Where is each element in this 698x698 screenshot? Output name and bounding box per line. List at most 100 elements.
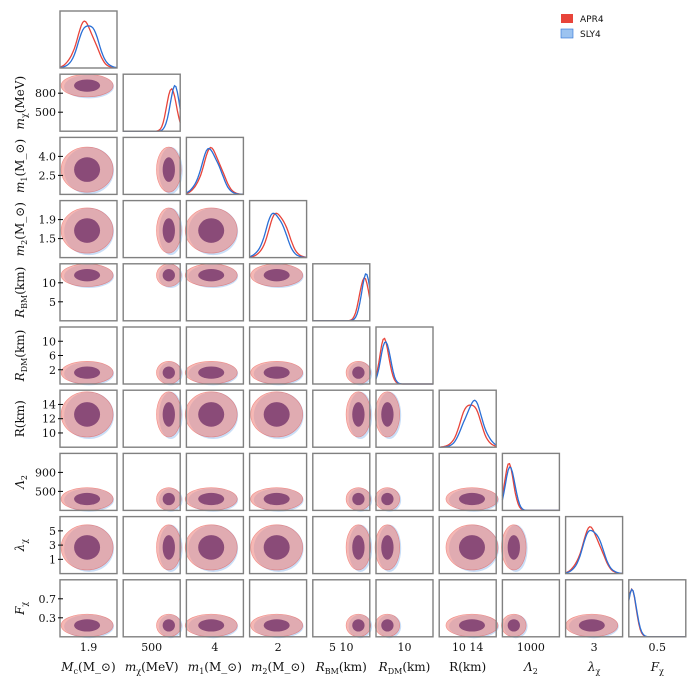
cell-frame <box>438 579 497 638</box>
cell-RBM-m2 <box>248 263 308 322</box>
x-tick-label: 4 <box>211 641 218 654</box>
cell-Lambda2-m1 <box>184 452 245 512</box>
marginal-curve-apr4 <box>186 146 244 195</box>
bottom-axis-labels: 1.9 Mc(M_⊙) 500 mχ(MeV) 4 m1(M_⊙) 2 m2(M_⊙) 5 10… <box>60 641 666 676</box>
cell-frame <box>248 263 308 322</box>
marginal-curve-apr4 <box>375 337 433 385</box>
cell-R-mchi <box>122 389 183 448</box>
cell-R-RBM <box>312 389 373 448</box>
legend-label-apr4: APR4 <box>580 15 604 25</box>
contour-inner-overlap <box>381 619 394 632</box>
contour-inner-overlap <box>74 218 101 243</box>
cell-frame <box>564 579 624 638</box>
contour-inner-overlap <box>352 535 365 560</box>
cell-frame <box>501 579 561 638</box>
contour-inner-overlap <box>578 619 605 632</box>
y-tick-label: 5 <box>49 296 56 309</box>
x-axis-label-R: R(km) <box>449 660 486 674</box>
cell-m2-m2 <box>248 199 308 259</box>
cell-Fchi-R <box>438 579 499 639</box>
cell-Fchi-Lambda2 <box>501 579 561 639</box>
cell-Lambda2-R <box>438 452 499 512</box>
contour-inner-overlap <box>458 535 485 560</box>
y-tick-label: 10 <box>42 277 56 290</box>
cell-frame <box>122 136 181 196</box>
contour-inner-overlap <box>507 619 520 632</box>
cell-m1-Mc <box>59 136 118 196</box>
cell-frame <box>248 199 308 259</box>
cell-Fchi-RDM <box>374 579 434 639</box>
marginal-curve-sly4 <box>186 147 244 195</box>
cell-frame <box>185 263 245 322</box>
y-tick-label: 1.9 <box>39 214 57 227</box>
y-axis-label-Fchi: Fχ <box>13 602 29 616</box>
x-tick-label: 5 10 <box>329 641 354 654</box>
cell-lambdachi-Mc <box>59 515 118 575</box>
contour-inner-overlap <box>198 269 225 282</box>
cell-lambdachi-mchi <box>122 515 183 575</box>
contour-inner-overlap <box>74 366 101 379</box>
y-tick-label: 0.7 <box>39 593 57 606</box>
marginal-curve-apr4 <box>439 404 497 448</box>
cell-RBM-Mc <box>59 263 118 322</box>
cell-frame <box>59 136 118 196</box>
left-axis-labels: 800 500 mχ(MeV) 4.0 2.5 m1(M_⊙) 1.9 1.5 m2(M_⊙) 1… <box>13 76 63 625</box>
cell-Fchi-lambdachi <box>564 579 624 639</box>
cell-RBM-RBM <box>312 263 371 322</box>
contour-inner-overlap <box>263 492 290 506</box>
cell-RDM-Mc <box>59 326 118 386</box>
contour-inner-overlap <box>381 402 394 427</box>
x-axis-label-Lambda2: Λ2 <box>523 660 538 676</box>
cell-RBM-mchi <box>122 263 183 322</box>
contour-inner-overlap <box>352 366 365 379</box>
contour-inner-overlap <box>263 535 290 560</box>
x-tick-label: 10 14 <box>452 641 484 654</box>
cell-frame <box>375 452 434 512</box>
cell-frame <box>375 326 434 385</box>
x-axis-label-RBM: RBM(km) <box>315 660 367 676</box>
cell-frame <box>59 73 118 132</box>
cell-m1-m1 <box>185 136 245 196</box>
marginal-curve-sly4 <box>501 466 560 512</box>
cell-frame <box>438 452 497 512</box>
cell-frame <box>122 73 181 132</box>
legend-swatch-sly4 <box>560 28 574 39</box>
y-tick-label: 2.5 <box>39 169 57 182</box>
x-tick-label: 10 <box>398 641 412 654</box>
contour-inner-overlap <box>162 535 175 560</box>
cell-frame <box>59 10 118 69</box>
cell-frame <box>122 452 181 512</box>
contour-inner-overlap <box>352 619 365 632</box>
x-axis-label-RDM: RDM(km) <box>378 660 431 676</box>
x-tick-label: 1.9 <box>80 641 98 654</box>
cell-R-Mc <box>59 389 118 448</box>
cell-frame <box>59 199 118 259</box>
x-axis-label-mchi: mχ(MeV) <box>125 660 179 676</box>
cell-frame <box>248 579 308 638</box>
cell-RDM-m1 <box>184 326 245 386</box>
contour-inner-overlap <box>458 492 485 506</box>
cell-frame <box>628 579 687 638</box>
cell-Lambda2-RBM <box>312 452 373 512</box>
y-axis-label-m2: m2(M_⊙) <box>13 202 29 256</box>
contour-inner-overlap <box>263 269 290 282</box>
cell-frame <box>185 389 245 448</box>
y-axis-label-lambdachi: λχ <box>13 539 29 553</box>
contour-inner-overlap <box>162 366 175 379</box>
y-tick-label: 12 <box>42 413 56 426</box>
marginal-curve-sly4 <box>565 529 623 575</box>
cell-frame <box>312 452 371 512</box>
y-tick-label: 800 <box>35 87 56 100</box>
cell-frame <box>312 389 371 448</box>
contour-inner-overlap <box>263 619 290 632</box>
contour-inner-overlap <box>198 619 225 632</box>
cell-frame <box>122 199 181 259</box>
cell-frame <box>375 515 434 575</box>
contour-inner-overlap <box>162 619 175 632</box>
cell-frame <box>312 515 371 575</box>
cell-RDM-RBM <box>312 326 373 386</box>
cell-R-R <box>438 389 497 448</box>
cell-R-m2 <box>248 389 308 448</box>
cell-Lambda2-Lambda2 <box>501 452 561 512</box>
